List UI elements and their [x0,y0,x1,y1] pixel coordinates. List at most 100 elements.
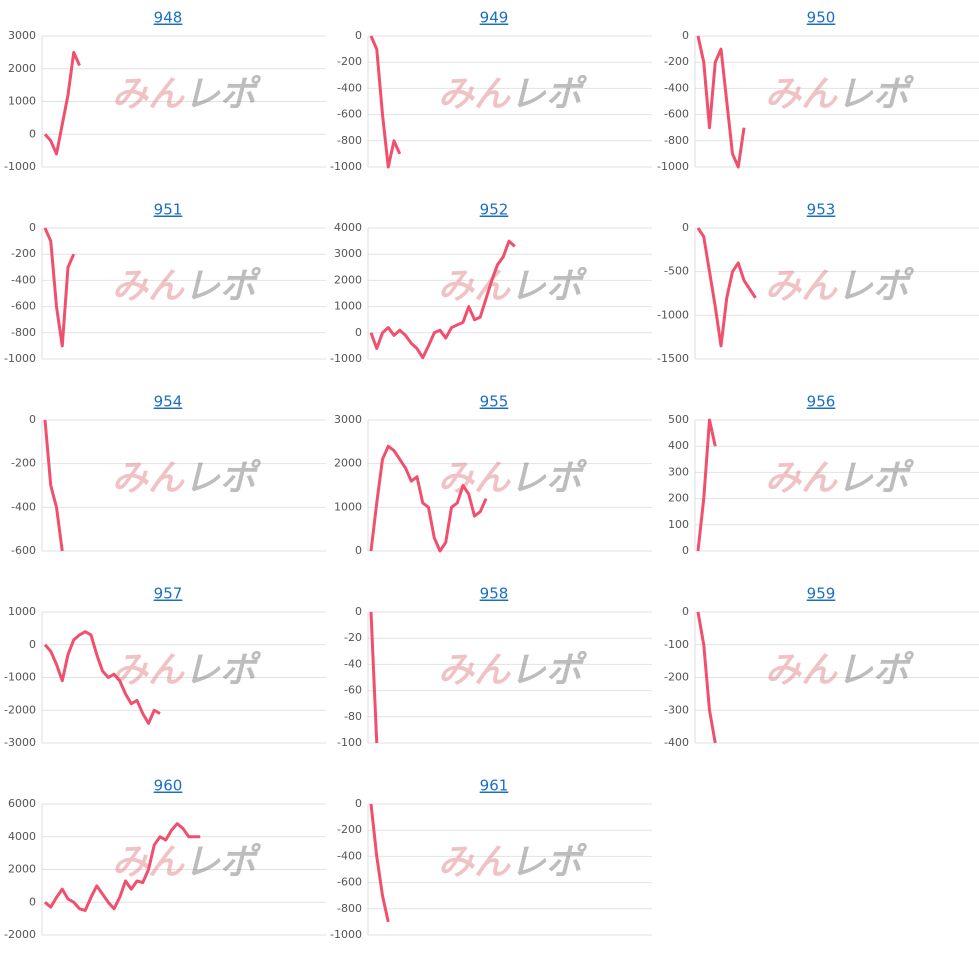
y-tick-label: -200 [337,55,362,68]
y-tick-label: 6000 [8,797,36,810]
y-tick-label: -2000 [4,928,36,941]
chart-title[interactable]: 958 [480,585,509,603]
y-tick-label: 0 [355,326,362,339]
y-tick-label: 2000 [8,863,36,876]
y-tick-label: -400 [337,849,362,862]
watermark: みんレポ [112,650,262,691]
chart-title[interactable]: 949 [480,9,509,27]
y-tick-label: -600 [337,876,362,889]
y-tick-label: -3000 [4,736,36,749]
watermark: みんレポ [112,266,262,307]
y-tick-label: 3000 [334,247,362,260]
y-tick-label: 0 [355,605,362,618]
chart-title[interactable]: 952 [480,201,509,219]
y-tick-label: -800 [11,326,36,339]
y-tick-label: 100 [668,518,689,531]
y-tick-label: -200 [664,55,689,68]
data-line [44,822,201,912]
chart-title[interactable]: 953 [807,201,836,219]
y-tick-label: -600 [11,300,36,313]
y-tick-label: 3000 [334,413,362,426]
y-tick-label: -400 [11,500,36,513]
y-tick-label: -600 [11,544,36,557]
chart-title[interactable]: 950 [807,9,836,27]
y-tick-label: 500 [668,413,689,426]
y-tick-label: 0 [29,638,36,651]
data-line [369,611,379,744]
data-line [369,239,516,360]
y-tick-label: -20 [344,631,362,644]
y-tick-label: -1000 [330,160,362,173]
chart-title[interactable]: 959 [807,585,836,603]
y-tick-label: 0 [29,127,36,140]
y-tick-label: -400 [337,81,362,94]
data-line [369,803,390,923]
watermark: みんレポ [765,74,915,115]
y-tick-label: -60 [344,684,362,697]
y-tick-label: -80 [344,710,362,723]
y-tick-label: 1000 [8,95,36,108]
chart-title[interactable]: 948 [154,9,183,27]
y-tick-label: 0 [682,29,689,42]
chart-title[interactable]: 957 [154,585,183,603]
y-tick-label: -200 [11,457,36,470]
y-tick-label: 0 [682,221,689,234]
y-tick-label: 1000 [334,500,362,513]
y-tick-label: 300 [668,465,689,478]
y-tick-label: -1000 [657,308,689,321]
y-tick-label: 4000 [334,221,362,234]
data-line [696,418,717,552]
y-tick-label: -1000 [4,160,36,173]
y-tick-label: 0 [355,797,362,810]
watermark: みんレポ [765,266,915,307]
y-tick-label: -1000 [330,928,362,941]
y-tick-label: 200 [668,492,689,505]
y-tick-label: -800 [337,134,362,147]
y-tick-label: -1000 [4,352,36,365]
watermark: みんレポ [112,458,262,499]
y-tick-label: 4000 [8,830,36,843]
watermark: みんレポ [112,74,262,115]
watermark: みんレポ [438,650,588,691]
y-tick-label: 1000 [8,605,36,618]
y-tick-label: 400 [668,439,689,452]
data-line [43,227,76,348]
y-tick-label: -200 [337,823,362,836]
y-tick-label: 0 [682,544,689,557]
y-tick-label: 0 [355,544,362,557]
chart-title[interactable]: 961 [480,777,509,795]
y-tick-label: 2000 [8,62,36,75]
y-tick-label: -200 [664,671,689,684]
chart-title[interactable]: 954 [154,393,183,411]
chart-title[interactable]: 960 [154,777,183,795]
data-line [43,419,64,552]
chart-title[interactable]: 956 [807,393,836,411]
y-tick-label: -400 [11,273,36,286]
chart-title[interactable]: 955 [480,393,509,411]
y-tick-label: -1000 [330,352,362,365]
data-line [369,35,402,169]
y-tick-label: 0 [682,605,689,618]
data-line [696,35,746,169]
y-tick-label: 2000 [334,273,362,286]
data-line [696,611,717,744]
y-tick-label: -400 [664,736,689,749]
y-tick-label: -1000 [4,671,36,684]
watermark: みんレポ [765,650,915,691]
data-line [43,50,81,156]
y-tick-label: -300 [664,703,689,716]
y-tick-label: -2000 [4,703,36,716]
chart-title[interactable]: 951 [154,201,183,219]
watermark: みんレポ [112,842,262,883]
watermark: みんレポ [438,842,588,883]
y-tick-label: 0 [29,413,36,426]
y-tick-label: 0 [29,221,36,234]
data-line [43,630,161,725]
y-tick-label: -400 [664,81,689,94]
y-tick-label: -1000 [657,160,689,173]
y-tick-label: -800 [664,134,689,147]
y-tick-label: -600 [664,108,689,121]
y-tick-label: 2000 [334,457,362,470]
watermark: みんレポ [765,458,915,499]
